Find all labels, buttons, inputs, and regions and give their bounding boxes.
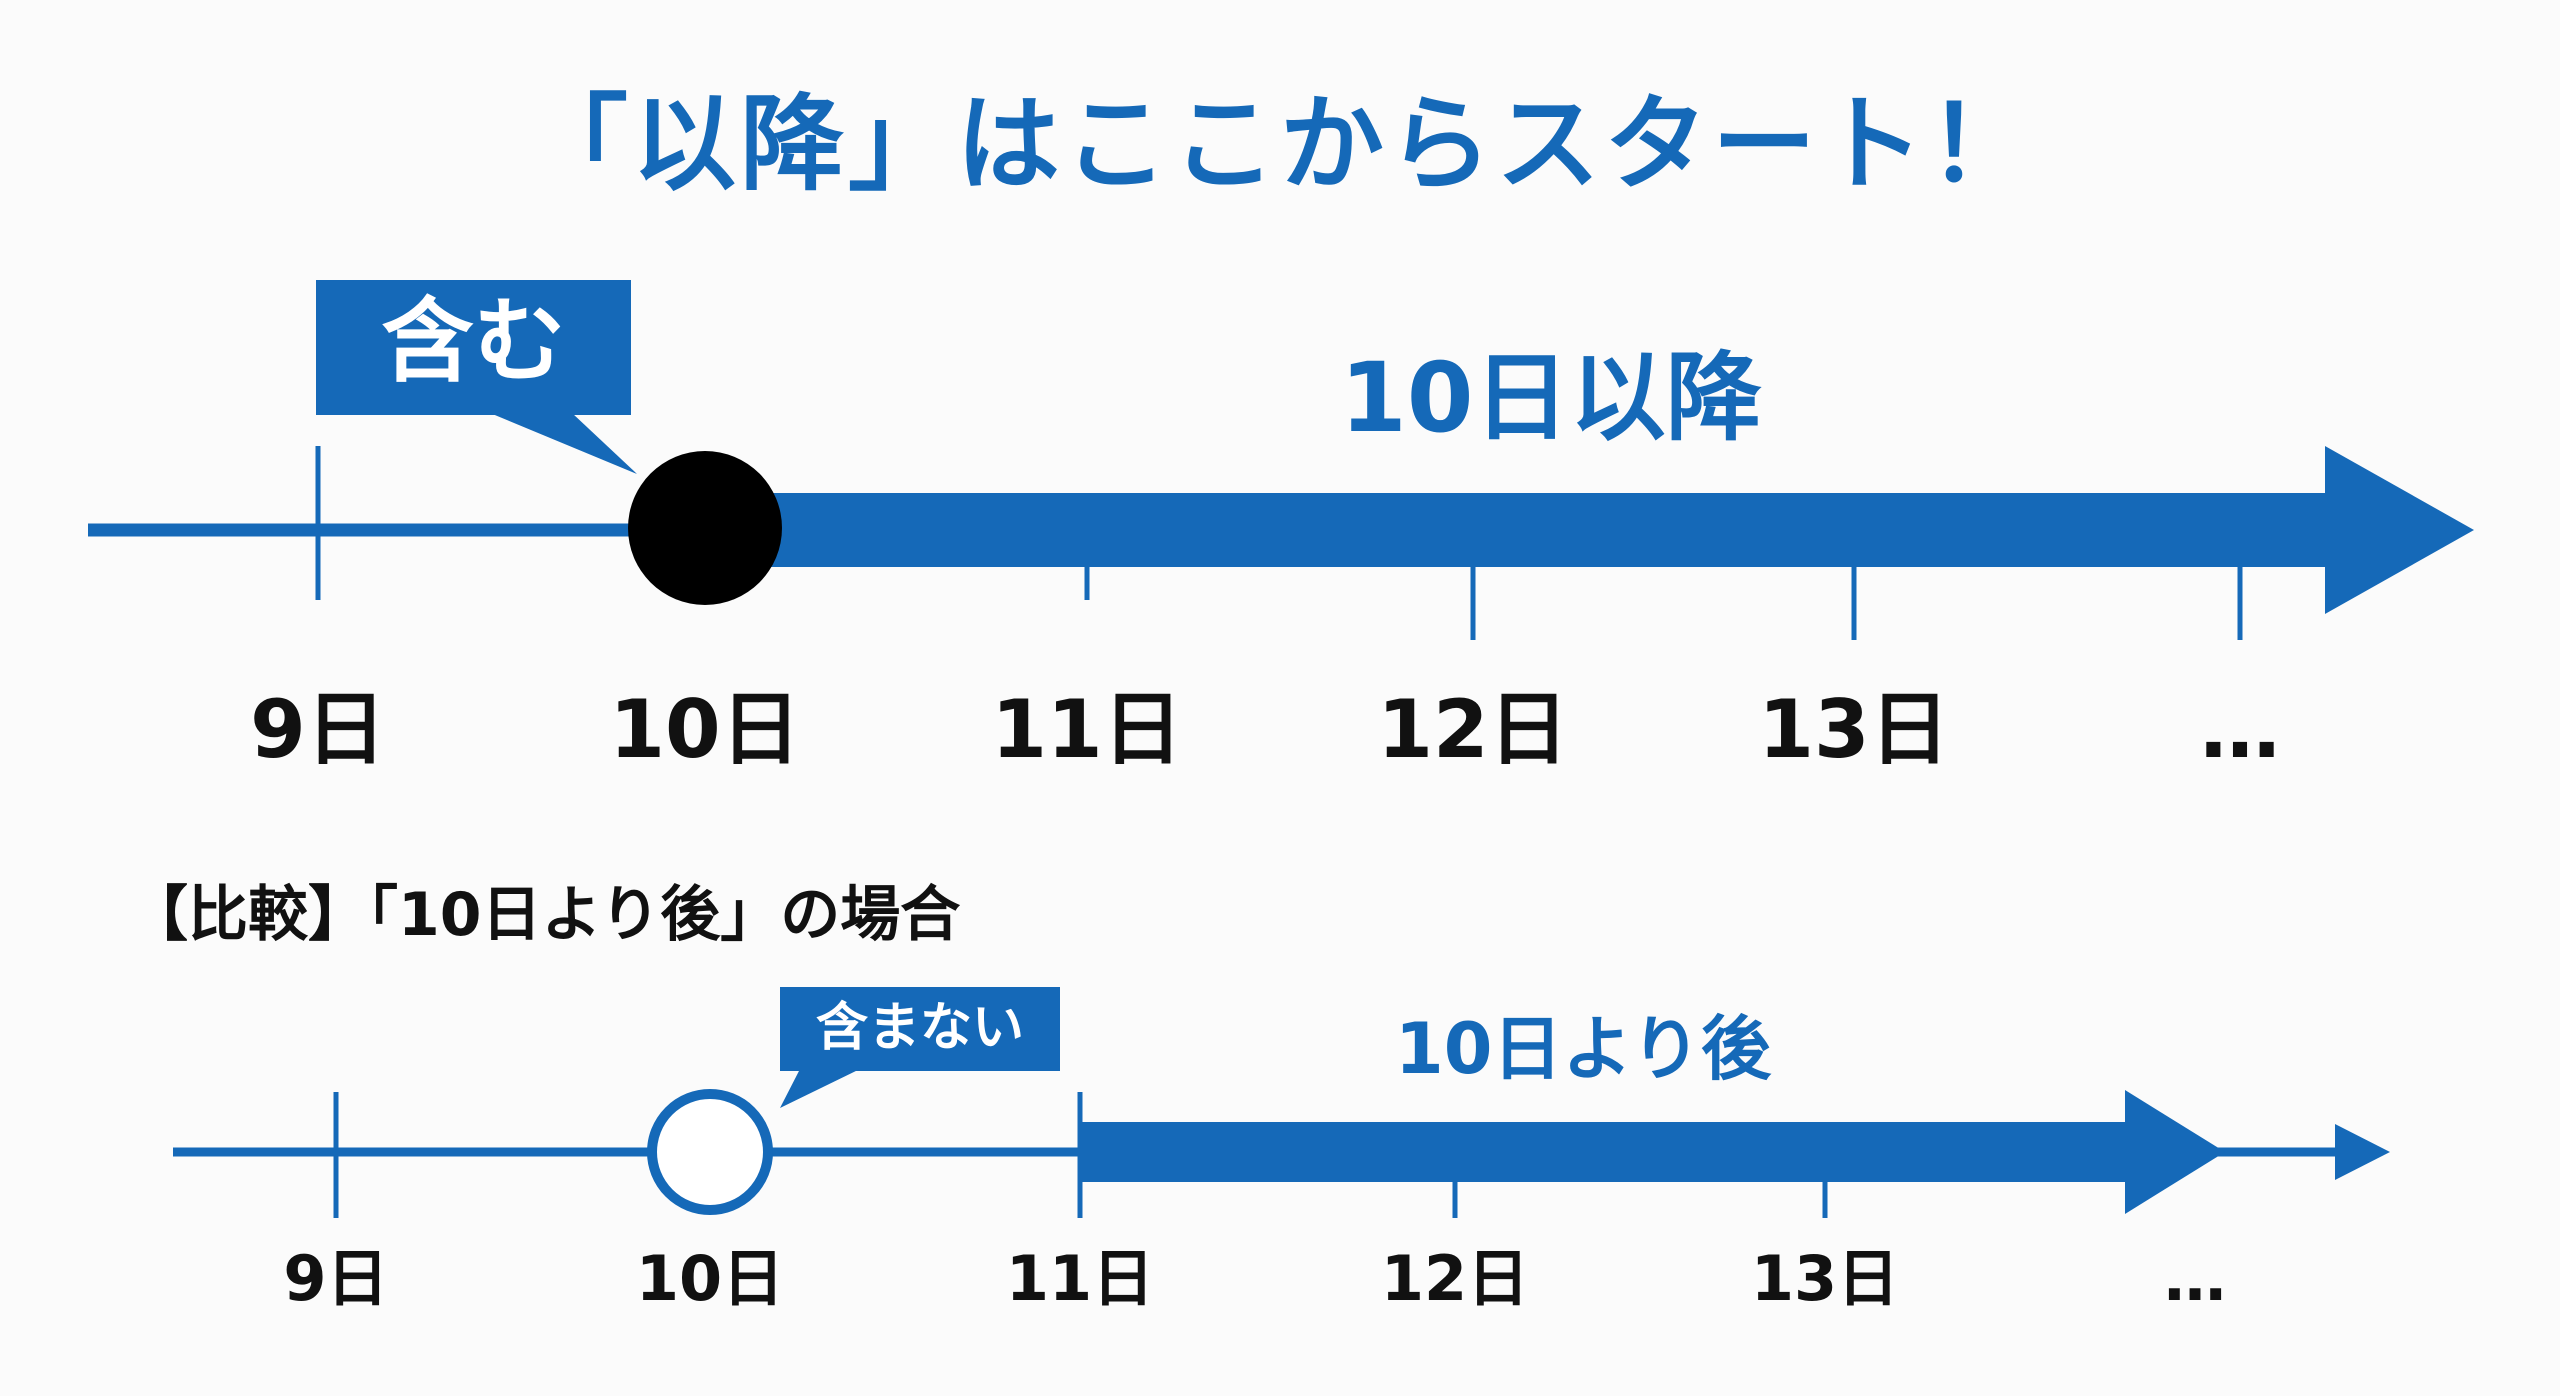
main-tick-label-12: 12日 <box>1377 683 1569 776</box>
include-bubble-tail <box>490 413 637 474</box>
main-tick-label-9: 9日 <box>250 683 386 776</box>
main-range-label: 10日以降 <box>1340 342 1762 454</box>
comparison-arrow-head-small <box>2335 1124 2390 1180</box>
include-bubble-label: 含む <box>381 288 566 395</box>
include-bubble <box>316 280 631 415</box>
exclusive-start-marker <box>647 1089 773 1215</box>
main-tick-label-11: 11日 <box>991 683 1183 776</box>
comparison-arrow-head-large <box>2125 1090 2225 1214</box>
comparison-tick-label-more: … <box>2164 1242 2226 1315</box>
comparison-range-band <box>1080 1122 2135 1182</box>
main-arrow-head <box>2325 446 2474 614</box>
comparison-heading: 【比較】「10日より後」の場合 <box>128 880 961 950</box>
exclude-bubble-tail <box>780 1069 860 1108</box>
page-title: 「以降」はここからスタート！ <box>523 83 2036 205</box>
comparison-tick-label-10: 10日 <box>635 1242 785 1315</box>
comparison-range-label: 10日より後 <box>1395 1008 1772 1090</box>
comparison-tick-label-9: 9日 <box>283 1242 389 1315</box>
main-range-band <box>705 493 2335 567</box>
comparison-tick-label-13: 13日 <box>1750 1242 1900 1315</box>
inclusive-start-marker <box>628 451 782 605</box>
comparison-tick-label-12: 12日 <box>1380 1242 1530 1315</box>
exclude-bubble-label: 含まない <box>815 998 1024 1058</box>
main-tick-label-more: … <box>2200 683 2280 776</box>
comparison-tick-label-11: 11日 <box>1005 1242 1155 1315</box>
main-tick-label-13: 13日 <box>1758 683 1950 776</box>
exclude-bubble <box>780 987 1060 1071</box>
main-tick-label-10: 10日 <box>609 683 801 776</box>
